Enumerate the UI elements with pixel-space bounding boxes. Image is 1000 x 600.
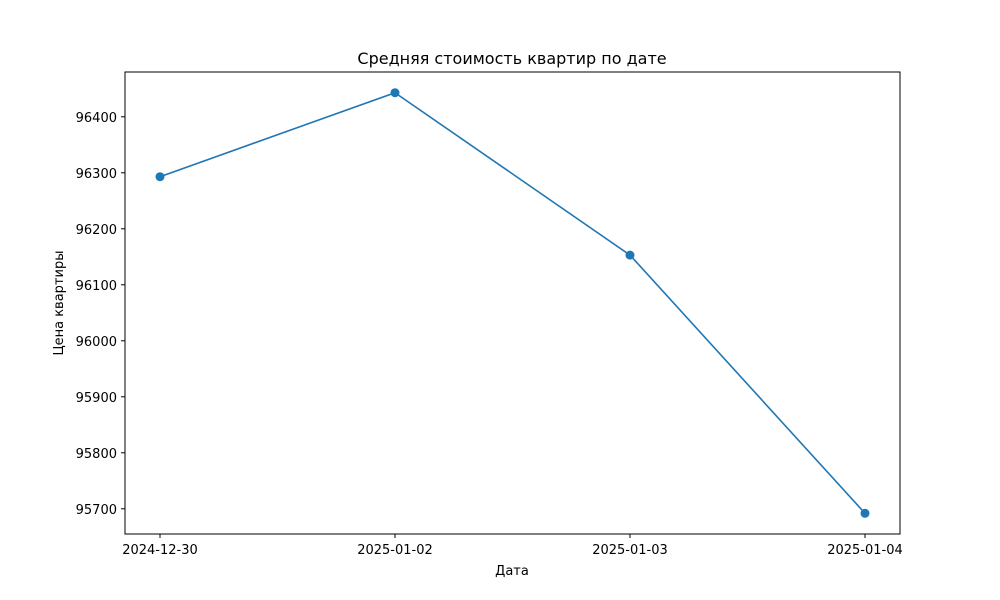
plot-series — [155, 88, 870, 518]
data-point — [625, 250, 635, 260]
x-tick-label: 2025-01-02 — [357, 543, 433, 558]
y-tick-label: 96200 — [76, 223, 117, 238]
data-point — [155, 172, 165, 182]
y-tick-label: 95800 — [76, 447, 117, 462]
x-tick-label: 2024-12-30 — [122, 543, 198, 558]
y-axis-ticks: 95700 95800 95900 96000 96100 96200 96300 96400 — [76, 111, 125, 518]
y-tick-label: 96100 — [76, 279, 117, 294]
plot-area-frame — [124, 71, 901, 535]
y-tick-label: 96300 — [76, 167, 117, 182]
x-tick-label: 2025-01-03 — [592, 543, 668, 558]
series-line — [159, 91, 866, 514]
x-axis-label: Дата — [495, 564, 529, 579]
y-tick-label: 95700 — [76, 503, 117, 518]
y-axis-label: Цена квартиры — [52, 251, 67, 356]
x-axis-ticks: 2024-12-30 2025-01-02 2025-01-03 2025-01-04 — [122, 534, 903, 558]
x-tick-label: 2025-01-04 — [827, 543, 903, 558]
y-tick-label: 96000 — [76, 335, 117, 350]
data-point — [390, 88, 400, 98]
chart-title: Средняя стоимость квартир по дате — [357, 49, 666, 68]
data-point — [860, 508, 870, 518]
y-tick-label: 95900 — [76, 391, 117, 406]
y-tick-label: 96400 — [76, 111, 117, 126]
